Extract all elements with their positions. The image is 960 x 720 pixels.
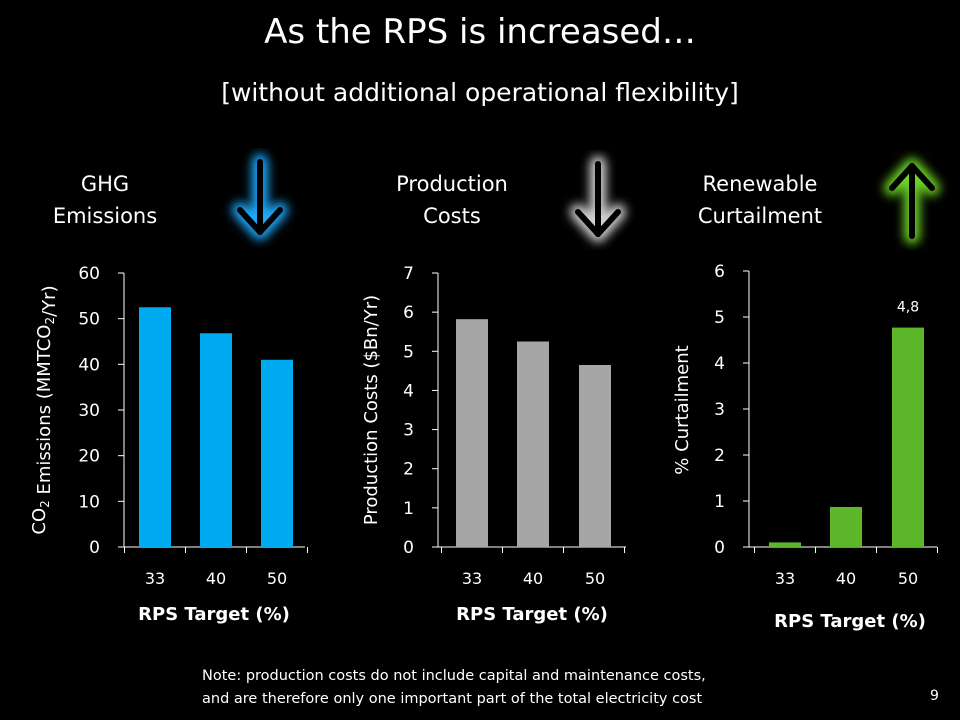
y-tick-label: 60	[78, 264, 100, 284]
x-axis-title: RPS Target (%)	[456, 604, 608, 625]
x-tick-label: 50	[898, 569, 918, 588]
footnote: Note: production costs do not include ca…	[202, 665, 706, 711]
x-tick-label: 33	[145, 569, 165, 588]
panel-title-line: Production	[396, 172, 508, 196]
panel-title-curtailment: Renewable Curtailment	[675, 168, 845, 232]
y-tick-label: 20	[78, 447, 100, 467]
y-tick-label: 6	[714, 262, 725, 282]
panel-title-line: GHG	[80, 172, 130, 196]
y-axis-title: Production Costs ($Bn/Yr)	[361, 295, 382, 525]
panel-title-line: Curtailment	[697, 204, 823, 228]
panel-title-line: Costs	[423, 204, 481, 228]
x-tick-label: 50	[267, 569, 287, 588]
arrow-down-icon	[570, 156, 626, 242]
y-tick-label: 4	[403, 381, 414, 401]
x-tick-label: 50	[585, 569, 605, 588]
slide-title: As the RPS is increased…	[264, 12, 696, 52]
bar	[517, 341, 549, 547]
arrow-up-icon	[884, 158, 940, 244]
bar	[456, 319, 488, 547]
x-tick-label: 40	[523, 569, 543, 588]
slide-subtitle: [without additional operational flexibil…	[221, 78, 739, 107]
panel-title-ghg: GHG Emissions	[40, 168, 170, 232]
x-tick-label: 40	[206, 569, 226, 588]
y-axis-title: % Curtailment	[672, 345, 693, 474]
x-tick-label: 33	[775, 569, 795, 588]
bar	[579, 364, 611, 547]
y-tick-label: 5	[714, 308, 725, 328]
y-tick-label: 7	[403, 264, 414, 284]
y-axis-title: CO2 Emissions (MMTCO2/Yr)	[29, 285, 60, 534]
x-tick-label: 33	[462, 569, 482, 588]
y-tick-label: 40	[78, 355, 100, 375]
bar	[830, 506, 862, 547]
bar	[769, 542, 801, 547]
y-tick-label: 4	[714, 354, 725, 374]
footnote-line: and are therefore only one important par…	[202, 691, 703, 707]
arrow-down-icon	[232, 154, 288, 240]
y-tick-label: 2	[714, 446, 725, 466]
y-tick-label: 2	[403, 460, 414, 480]
bar	[261, 359, 293, 547]
y-tick-label: 5	[403, 342, 414, 362]
x-axis-title: RPS Target (%)	[774, 611, 926, 632]
data-label: 4,8	[897, 300, 919, 316]
y-tick-label: 3	[403, 421, 414, 441]
bar	[200, 333, 232, 547]
footnote-line: Note: production costs do not include ca…	[202, 668, 706, 684]
y-tick-label: 30	[78, 401, 100, 421]
y-tick-label: 0	[403, 538, 414, 558]
bar	[139, 307, 171, 547]
y-tick-label: 1	[714, 492, 725, 512]
y-tick-label: 1	[403, 499, 414, 519]
y-tick-label: 6	[403, 303, 414, 323]
panel-title-production: Production Costs	[372, 168, 532, 232]
y-tick-label: 0	[89, 538, 100, 558]
x-tick-label: 40	[836, 569, 856, 588]
panel-title-line: Renewable	[702, 172, 818, 196]
panel-title-line: Emissions	[52, 204, 158, 228]
y-tick-label: 0	[714, 538, 725, 558]
x-axis-title: RPS Target (%)	[138, 604, 290, 625]
y-tick-label: 10	[78, 492, 100, 512]
y-tick-label: 50	[78, 310, 100, 330]
y-tick-label: 3	[714, 400, 725, 420]
page-number: 9	[930, 688, 939, 704]
bar	[892, 327, 924, 547]
